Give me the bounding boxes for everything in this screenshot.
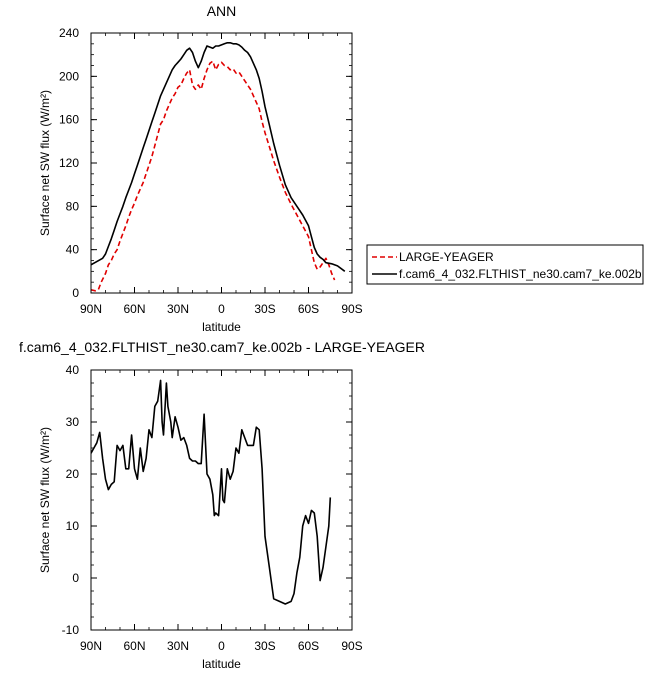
x-tick-label: 90N: [80, 639, 102, 653]
bottom-chart-title: f.cam6_4_032.FLTHIST_ne30.cam7_ke.002b -…: [19, 339, 425, 355]
top-chart-title: ANN: [207, 3, 237, 19]
legend-label-1: LARGE-YEAGER: [399, 250, 494, 264]
bottom-chart: 90N 60N 30N 0 30S 60S 90S -10 0 10 20 30 40 latitude S…: [38, 363, 363, 671]
plot-frame: [90, 32, 353, 294]
series-line-1: [91, 60, 336, 292]
x-tick-label: 90S: [341, 639, 362, 653]
legend-box: [366, 244, 644, 285]
y-tick-label: 0: [72, 571, 79, 585]
plot-frame: [90, 369, 353, 631]
x-tick-label: 60S: [298, 302, 319, 316]
y-tick-label: 10: [66, 519, 80, 533]
legend: LARGE-YEAGER f.cam6_4_032.FLTHIST_ne30.ca…: [366, 244, 644, 285]
legend-label-2: f.cam6_4_032.FLTHIST_ne30.cam7_ke.002b: [399, 267, 642, 281]
x-tick-label: 30N: [167, 639, 189, 653]
x-tick-label: 30N: [167, 302, 189, 316]
x-tick-label: 90N: [80, 302, 102, 316]
top-chart: 90N 60N 30N 0 30S 60S 90S 0 40 80 120 160 200 240 lati…: [38, 26, 363, 334]
y-tick-label: 40: [66, 363, 80, 377]
x-tick-label: 0: [218, 302, 225, 316]
y-tick-label: 120: [59, 156, 79, 170]
y-tick-label: 200: [59, 69, 79, 83]
y-tick-label: 80: [66, 199, 80, 213]
x-tick-label: 90S: [341, 302, 362, 316]
y-tick-label: 160: [59, 113, 79, 127]
y-axis-label: Surface net SW flux (W/m²): [38, 427, 52, 573]
y-tick-label: 20: [66, 467, 80, 481]
x-tick-label: 30S: [254, 302, 275, 316]
x-tick-label: 60N: [123, 302, 145, 316]
y-tick-label: 240: [59, 26, 79, 40]
x-axis-label: latitude: [202, 320, 241, 334]
y-tick-label: 40: [66, 243, 80, 257]
x-tick-label: 60N: [123, 639, 145, 653]
series-line-2: [91, 41, 346, 272]
x-tick-label: 0: [218, 639, 225, 653]
x-tick-label: 60S: [298, 639, 319, 653]
series-line-1: [91, 379, 332, 605]
y-tick-label: 0: [72, 286, 79, 300]
y-tick-label: -10: [62, 623, 80, 637]
x-axis-label: latitude: [202, 657, 241, 671]
y-axis-label: Surface net SW flux (W/m²): [38, 90, 52, 236]
x-tick-label: 30S: [254, 639, 275, 653]
y-tick-label: 30: [66, 415, 80, 429]
